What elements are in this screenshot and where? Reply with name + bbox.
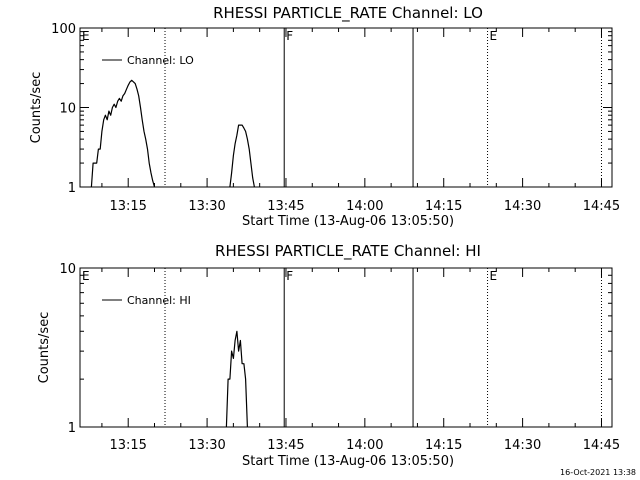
x-tick-label: 14:00 — [346, 438, 383, 453]
y-tick-label: 100 — [51, 22, 76, 37]
x-tick-label: 13:30 — [188, 438, 225, 453]
x-tick-label: 14:15 — [425, 438, 462, 453]
x-tick-label: 14:45 — [583, 199, 620, 214]
plot-frame — [79, 27, 613, 188]
x-tick-label: 14:00 — [346, 199, 383, 214]
event-marker-label: F — [286, 269, 293, 283]
chart-title: RHESSI PARTICLE_RATE Channel: LO — [213, 4, 483, 23]
x-tick-label: 14:45 — [583, 438, 620, 453]
chart-title: RHESSI PARTICLE_RATE Channel: HI — [215, 242, 481, 261]
y-tick-label: 10 — [59, 102, 76, 117]
x-tick-label: 13:45 — [267, 438, 304, 453]
legend-label: Channel: LO — [127, 54, 194, 67]
series-line — [229, 124, 255, 188]
x-tick-label: 14:30 — [504, 438, 541, 453]
footer-timestamp: 16-Oct-2021 13:38 — [560, 468, 636, 477]
x-tick-label: 13:15 — [109, 199, 146, 214]
event-marker-label: E — [490, 29, 498, 43]
y-axis-label: Counts/sec — [37, 312, 52, 384]
legend-label: Channel: HI — [127, 294, 191, 307]
event-marker-label: E — [82, 29, 90, 43]
event-marker-label: E — [490, 269, 498, 283]
x-axis-label: Start Time (13-Aug-06 13:05:50) — [242, 454, 454, 469]
y-tick-label: 1 — [68, 421, 76, 436]
x-tick-label: 13:45 — [267, 199, 304, 214]
y-axis-label: Counts/sec — [29, 72, 44, 144]
x-tick-label: 14:30 — [504, 199, 541, 214]
event-marker-label: F — [286, 29, 293, 43]
x-tick-label: 13:30 — [188, 199, 225, 214]
plot-frame — [79, 267, 613, 428]
chart-panel-2: RHESSI PARTICLE_RATE Channel: HI E F E 13:15… — [37, 242, 620, 469]
y-tick-label: 10 — [59, 262, 76, 277]
x-tick-label: 14:15 — [425, 199, 462, 214]
x-tick-label: 13:15 — [109, 438, 146, 453]
series-line — [90, 79, 156, 188]
x-axis-label: Start Time (13-Aug-06 13:05:50) — [242, 214, 454, 229]
chart-panel-1: RHESSI PARTICLE_RATE Channel: LO E F E 13:15… — [29, 4, 620, 229]
series-line — [225, 330, 248, 428]
y-tick-label: 1 — [68, 181, 76, 196]
event-marker-label: E — [82, 269, 90, 283]
